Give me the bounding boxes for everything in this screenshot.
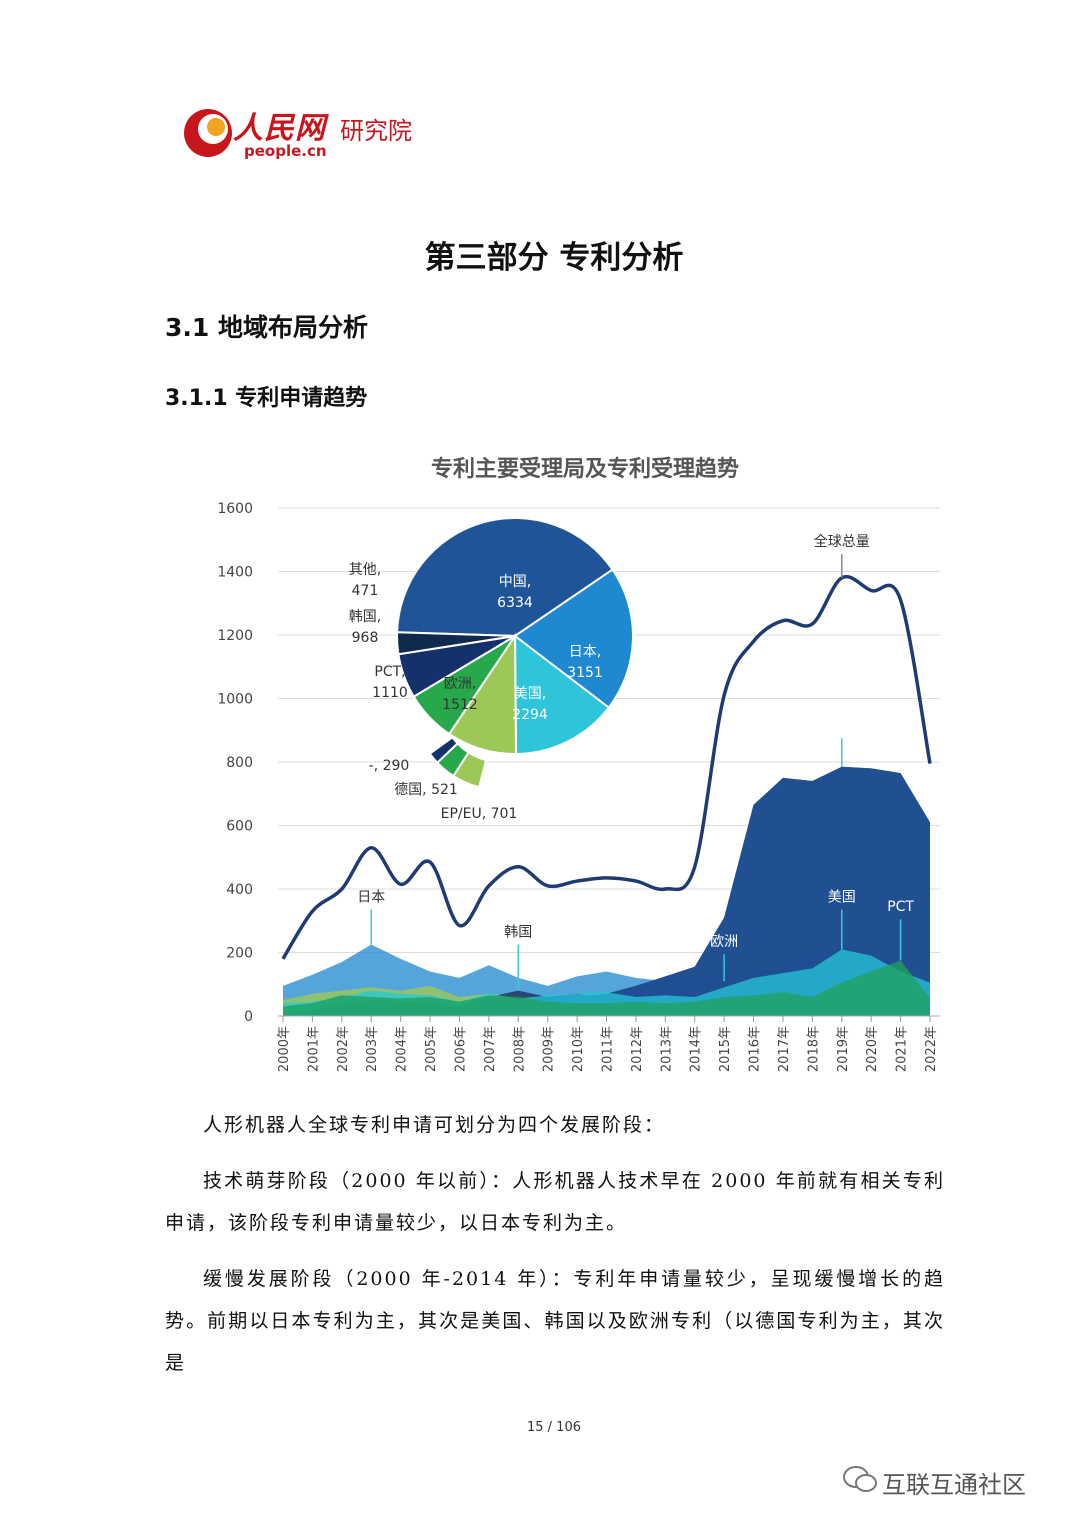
y-tick-label: 1000 xyxy=(217,692,253,708)
logo-text-en: people.cn xyxy=(244,142,327,160)
x-tick-label: 2007年 xyxy=(483,1026,498,1072)
pie-label-name: 欧洲, xyxy=(444,676,476,692)
pie-label-value: 1512 xyxy=(442,697,478,713)
y-tick-label: 600 xyxy=(226,819,253,835)
page-number: 15 / 106 xyxy=(527,1420,581,1435)
total-line xyxy=(281,574,932,960)
watermark: 互联互通社区 xyxy=(882,1471,1026,1499)
pie-slice-其他 xyxy=(396,631,516,656)
pie-label-name: 日本, xyxy=(569,644,601,660)
x-tick-label: 2008年 xyxy=(512,1026,527,1072)
y-tick-label: 0 xyxy=(244,1009,253,1025)
x-tick-label: 2001年 xyxy=(306,1026,321,1072)
pie-label-value: 1110 xyxy=(372,685,408,701)
pie-label-value: 471 xyxy=(352,583,379,599)
logo-text-cn: 人民网 xyxy=(233,111,326,146)
x-tick-label: 2022年 xyxy=(924,1026,939,1072)
x-tick-label: 2003年 xyxy=(365,1026,380,1072)
annotation-label: 美国 xyxy=(828,890,856,906)
annotation-label: 日本 xyxy=(357,890,385,906)
patent-trend-chart: 专利主要受理局及专利受理趋势 0 200 400 600 800 1000 1200 1400… xyxy=(217,456,940,1072)
chart-title: 专利主要受理局及专利受理趋势 xyxy=(431,456,739,482)
x-tick-label: 2019年 xyxy=(836,1026,851,1072)
pie-exploded-label: -, 290 xyxy=(369,758,410,774)
y-tick-label: 1200 xyxy=(217,628,253,644)
pie-label-name: 其他, xyxy=(349,562,381,578)
y-tick-label: 400 xyxy=(226,882,253,898)
annotation-label: PCT xyxy=(887,899,914,915)
pie-exploded-label: EP/EU, 701 xyxy=(441,806,518,822)
annotation-label: 中国 xyxy=(828,718,856,734)
y-tick-label: 1400 xyxy=(217,565,253,581)
pie-slice-美国 xyxy=(513,633,611,756)
pie-label-name: PCT, xyxy=(374,664,405,680)
x-tick-label: 2010年 xyxy=(571,1026,586,1072)
annotation-label: 欧洲 xyxy=(710,934,738,950)
x-tick-label: 2016年 xyxy=(748,1026,763,1072)
part-title: 第三部分 专利分析 xyxy=(424,240,684,276)
logo-institute: 研究院 xyxy=(340,117,412,145)
body-text: 人形机器人全球专利申请可划分为四个发展阶段： 技术萌芽阶段（2000 年以前）：… xyxy=(165,1104,945,1398)
x-tick-label: 2006年 xyxy=(453,1026,468,1072)
area-overlay-PCT xyxy=(283,960,930,1016)
annotation-label: 全球总量 xyxy=(814,533,870,550)
x-tick-label: 2018年 xyxy=(806,1026,821,1072)
x-tick-label: 2000年 xyxy=(277,1026,292,1072)
paragraph: 技术萌芽阶段（2000 年以前）：人形机器人技术早在 2000 年前就有相关专利… xyxy=(165,1170,945,1234)
area-china-front xyxy=(283,766,930,1016)
x-tick-label: 2013年 xyxy=(659,1026,674,1072)
pie-slice-日本 xyxy=(513,568,634,710)
pie-label-name: 美国, xyxy=(514,686,546,702)
y-tick-label: 1600 xyxy=(217,501,253,517)
pie-slice-中国 xyxy=(396,517,614,638)
x-tick-label: 2021年 xyxy=(895,1026,910,1072)
x-tick-label: 2015年 xyxy=(718,1026,733,1072)
x-tick-label: 2011年 xyxy=(601,1026,616,1072)
x-tick-label: 2014年 xyxy=(689,1026,704,1072)
pie-label-value: 3151 xyxy=(567,665,603,681)
x-tick-label: 2012年 xyxy=(630,1026,645,1072)
subsection-heading: 3.1.1 专利申请趋势 xyxy=(165,386,368,411)
pie-label-value: 2294 xyxy=(512,707,548,723)
x-tick-label: 2020年 xyxy=(865,1026,880,1072)
pie-label-name: 韩国, xyxy=(349,609,381,625)
pie-exploded-label: 德国, 521 xyxy=(394,782,458,798)
x-tick-label: 2017年 xyxy=(777,1026,792,1072)
pie-label-value: 968 xyxy=(352,630,379,646)
x-tick-label: 2005年 xyxy=(424,1026,439,1072)
y-tick-label: 800 xyxy=(226,755,253,771)
pie-exploded-- xyxy=(428,735,459,765)
pie-label-name: 中国, xyxy=(499,574,531,590)
section-heading: 3.1 地域布局分析 xyxy=(165,313,368,342)
x-tick-label: 2002年 xyxy=(336,1026,351,1072)
logo-emblem-icon xyxy=(184,109,232,157)
annotation-label: 韩国 xyxy=(504,925,532,941)
paragraph: 人形机器人全球专利申请可划分为四个发展阶段： xyxy=(203,1114,666,1136)
pie-label-value: 6334 xyxy=(497,595,533,611)
logo xyxy=(180,100,440,170)
wechat-icon xyxy=(843,1466,877,1492)
paragraph: 缓慢发展阶段（2000 年-2014 年）：专利年申请量较少，呈现缓慢增长的趋势… xyxy=(165,1268,945,1374)
y-tick-label: 200 xyxy=(226,946,253,962)
x-tick-label: 2004年 xyxy=(395,1026,410,1072)
x-tick-label: 2009年 xyxy=(542,1026,557,1072)
